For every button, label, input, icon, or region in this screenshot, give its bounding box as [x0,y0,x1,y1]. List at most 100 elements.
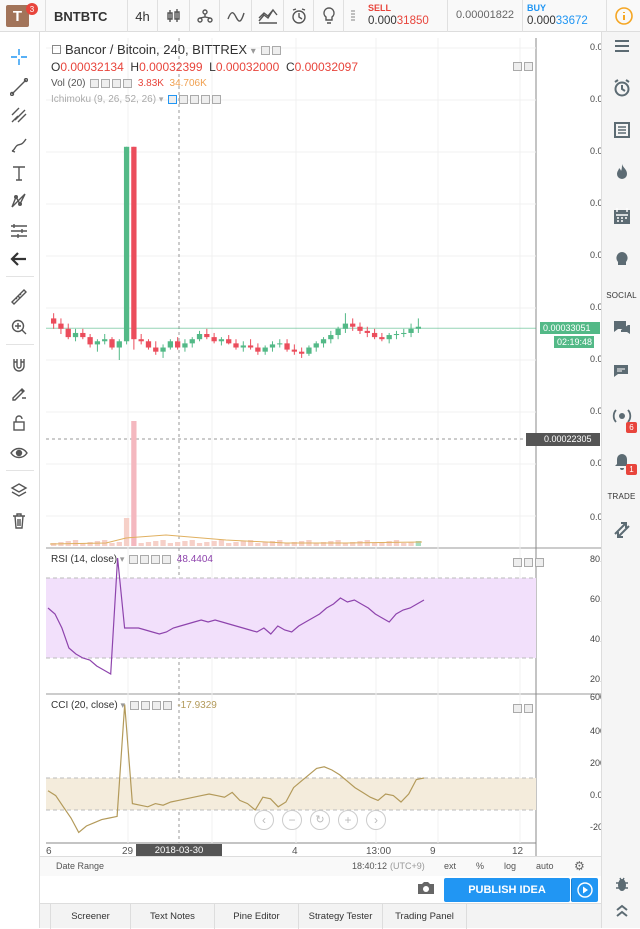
data-window-icon[interactable] [610,118,634,142]
alarm-clock-icon[interactable] [610,76,634,100]
close-icon[interactable] [162,700,172,710]
zoom-out-icon[interactable]: − [282,810,302,830]
brush-icon[interactable] [8,134,30,156]
volume-bar [218,540,225,546]
gear-icon[interactable]: ⚙ [574,859,585,873]
ruler-icon[interactable] [8,286,30,308]
settings-icon[interactable] [101,78,111,88]
crosshair-icon[interactable] [8,46,30,68]
trade-arrows-icon[interactable] [610,518,634,542]
scroll-right-icon[interactable]: › [366,810,386,830]
candle [255,347,261,352]
collapse-icon[interactable] [52,45,61,54]
info-icon[interactable] [606,0,640,32]
symbol-search-button[interactable]: BNTBTC [46,0,128,32]
tab-pine-editor[interactable]: Pine Editor [214,904,298,929]
visibility-icon[interactable] [90,78,100,88]
tab-text-notes[interactable]: Text Notes [130,904,214,929]
pitchfork-icon[interactable] [8,104,30,126]
settings-icon[interactable] [140,700,150,710]
notifications-bell-icon[interactable] [610,450,634,474]
prediction-icon[interactable] [8,220,30,242]
pattern-icon[interactable] [8,190,30,212]
pane-up-icon[interactable] [513,704,522,714]
settings-icon[interactable] [140,554,150,564]
lock-icon[interactable] [8,412,30,434]
tab-strategy-tester[interactable]: Strategy Tester [298,904,382,929]
watchlist-icon[interactable] [610,34,634,58]
ideas-stream-icon[interactable] [610,248,634,272]
candle [262,347,268,352]
visibility-icon[interactable] [129,554,139,564]
log-toggle[interactable]: log [504,861,517,871]
pane-close-icon[interactable] [524,704,533,714]
pane-up-icon[interactable] [513,62,522,72]
ideas-lightbulb-icon[interactable] [314,0,344,32]
compare-icon[interactable] [190,0,220,32]
chat-icon[interactable] [610,316,634,340]
visibility-icon[interactable] [129,700,139,710]
percent-toggle[interactable]: % [476,861,485,871]
candles-icon[interactable] [158,0,190,32]
visibility-icon[interactable] [168,94,178,104]
drag-handle-icon[interactable] [344,0,362,32]
alert-clock-icon[interactable] [284,0,314,32]
layers-icon[interactable] [8,480,30,502]
close-icon[interactable] [123,78,133,88]
main-menu-button[interactable]: T 3 [0,0,46,32]
camera-icon[interactable] [416,880,436,901]
volume-bar [80,543,86,546]
buy-button[interactable]: BUY 0.00033672 [522,0,600,32]
settings-icon[interactable] [272,46,282,56]
magnet-icon[interactable] [8,354,30,376]
pane-close-icon[interactable] [535,558,544,568]
indicators-icon[interactable] [220,0,252,32]
interval-button[interactable]: 4h [128,0,158,32]
stay-drawing-icon[interactable] [8,382,30,404]
calendar-icon[interactable] [610,204,634,228]
chart-area[interactable]: Bancor / Bitcoin, 240, BITTREX ▾ O0.0003… [46,38,638,870]
add-icon[interactable] [151,700,161,710]
candle [342,323,349,329]
zoom-in-icon[interactable]: + [338,810,358,830]
pane-down-icon[interactable] [524,558,533,568]
ext-toggle[interactable]: ext [444,861,457,871]
add-icon[interactable] [112,78,122,88]
streams-icon[interactable] [610,404,634,428]
hotlist-flame-icon[interactable] [610,160,634,184]
add-icon[interactable] [151,554,161,564]
publish-video-button[interactable] [571,878,598,902]
auto-toggle[interactable]: auto [536,861,554,871]
templates-icon[interactable] [252,0,284,32]
settings-icon[interactable] [179,94,189,104]
volume-bar [226,543,232,546]
eye-icon[interactable] [8,442,30,464]
candle [335,328,341,336]
timezone[interactable]: (UTC+9) [390,861,425,871]
close-icon[interactable] [212,94,222,104]
zoom-in-icon[interactable] [8,316,30,338]
tab-screener[interactable]: Screener [50,904,130,929]
trash-icon[interactable] [8,510,30,532]
scroll-left-icon[interactable]: ‹ [254,810,274,830]
private-chat-icon[interactable] [610,360,634,384]
visibility-icon[interactable] [261,46,271,56]
date-range-button[interactable]: Date Range [56,861,105,871]
pane-close-icon[interactable] [524,62,533,72]
candle [189,339,195,344]
trendline-icon[interactable] [8,76,30,98]
social-section-label: SOCIAL [606,291,637,300]
source-icon[interactable] [190,94,200,104]
close-icon[interactable] [162,554,172,564]
add-icon[interactable] [201,94,211,104]
reset-icon[interactable]: ↻ [310,810,330,830]
chart-canvas[interactable] [46,38,602,856]
expand-icon[interactable] [610,900,634,924]
pane-up-icon[interactable] [513,558,522,568]
sell-button[interactable]: SELL 0.00031850 [362,0,448,32]
back-arrow-icon[interactable] [8,248,30,270]
tab-trading-panel[interactable]: Trading Panel [382,904,466,929]
publish-idea-button[interactable]: PUBLISH IDEA [444,878,570,902]
text-tool-icon[interactable] [8,162,30,184]
bug-report-icon[interactable] [610,872,634,896]
